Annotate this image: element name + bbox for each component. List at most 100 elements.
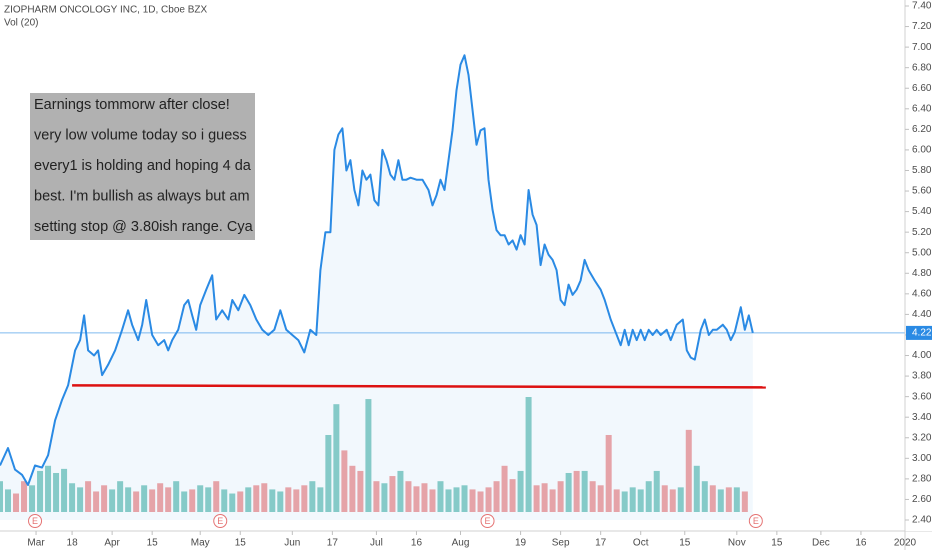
volume-bar: [205, 487, 212, 512]
volume-bar: [573, 470, 580, 512]
x-tick-label: 15: [771, 538, 783, 549]
volume-bar: [237, 491, 244, 512]
volume-bar: [429, 489, 436, 512]
volume-bar: [189, 489, 196, 512]
volume-bar: [0, 481, 3, 512]
volume-bar: [101, 485, 108, 512]
volume-bar: [693, 465, 700, 512]
volume-bar: [157, 483, 164, 512]
volume-bar: [613, 489, 620, 512]
volume-bar: [5, 489, 12, 512]
y-tick-label: 7.20: [912, 21, 932, 32]
x-tick-label: 15: [147, 538, 159, 549]
volume-bar: [357, 470, 364, 512]
price-area: [0, 55, 753, 521]
y-tick-label: 6.80: [912, 62, 932, 73]
volume-bar: [485, 487, 492, 512]
volume-bar: [245, 487, 252, 512]
annotation-line: [72, 384, 766, 389]
volume-bar: [373, 481, 380, 512]
x-tick-label: 17: [595, 538, 607, 549]
earnings-label: E: [485, 516, 491, 526]
x-tick-label: 15: [679, 538, 691, 549]
volume-bar: [117, 481, 124, 512]
volume-bar: [341, 450, 348, 512]
volume-bar: [741, 491, 748, 512]
y-tick-label: 3.20: [912, 432, 932, 443]
volume-bar: [637, 489, 644, 512]
note-line: best. I'm bullish as always but am: [34, 188, 250, 204]
volume-bar: [621, 491, 628, 512]
y-tick-label: 4.00: [912, 350, 932, 361]
volume-bar: [293, 489, 300, 512]
volume-bar: [21, 481, 28, 512]
volume-bar: [685, 429, 692, 512]
x-tick-label: 16: [411, 538, 423, 549]
volume-bar: [669, 489, 676, 512]
volume-bar: [541, 483, 548, 512]
volume-bar: [197, 485, 204, 512]
y-tick-label: 7.00: [912, 42, 932, 53]
earnings-label: E: [32, 516, 38, 526]
y-tick-label: 2.80: [912, 474, 932, 485]
volume-bar: [589, 481, 596, 512]
y-tick-label: 2.60: [912, 494, 932, 505]
volume-bar: [629, 487, 636, 512]
note-line: setting stop @ 3.80ish range. Cya: [34, 219, 254, 235]
volume-bar: [45, 465, 52, 512]
y-tick-label: 4.80: [912, 268, 932, 279]
volume-bar: [517, 470, 524, 512]
volume-bar: [725, 487, 732, 512]
volume-bar: [549, 489, 556, 512]
x-tick-label: 16: [855, 538, 867, 549]
volume-bar: [413, 486, 420, 512]
earnings-label: E: [217, 516, 223, 526]
x-tick-label: 19: [515, 538, 527, 549]
volume-bar: [109, 489, 116, 512]
chart-title: ZIOPHARM ONCOLOGY INC, 1D, Cboe BZX: [4, 5, 208, 16]
x-tick-label: Sep: [552, 538, 570, 549]
volume-bar: [501, 465, 508, 512]
y-tick-label: 3.60: [912, 391, 932, 402]
volume-bar: [509, 479, 516, 512]
volume-bar: [565, 472, 572, 512]
volume-bar: [285, 487, 292, 512]
x-tick-label: 15: [235, 538, 247, 549]
volume-bar: [453, 487, 460, 512]
volume-bar: [709, 485, 716, 512]
volume-bar: [301, 485, 308, 512]
volume-bar: [661, 485, 668, 512]
volume-bar: [677, 487, 684, 512]
volume-bar: [181, 491, 188, 512]
volume-bar: [437, 481, 444, 512]
note-line: very low volume today so i guess: [34, 127, 247, 143]
y-tick-label: 3.40: [912, 412, 932, 423]
volume-bar: [149, 489, 156, 512]
y-tick-label: 6.60: [912, 83, 932, 94]
price-line: [0, 54, 754, 486]
volume-bar: [125, 487, 132, 512]
volume-bar: [597, 485, 604, 512]
volume-bar: [349, 465, 356, 512]
y-tick-label: 5.40: [912, 206, 932, 217]
y-tick-label: 5.80: [912, 165, 932, 176]
y-tick-label: 6.20: [912, 124, 932, 135]
volume-bar: [653, 470, 660, 512]
volume-bar: [165, 487, 172, 512]
volume-bar: [533, 485, 540, 512]
volume-bar: [717, 489, 724, 512]
volume-bar: [365, 399, 372, 512]
volume-bar: [317, 487, 324, 512]
volume-bar: [141, 485, 148, 512]
y-tick-label: 3.00: [912, 453, 932, 464]
volume-bar: [213, 481, 220, 512]
x-tick-label: Dec: [812, 538, 830, 549]
x-tick-label: 18: [67, 538, 79, 549]
x-tick-label: Oct: [633, 538, 649, 549]
volume-bar: [13, 493, 20, 512]
volume-bar: [557, 481, 564, 512]
volume-bar: [733, 487, 740, 512]
chart-subtitle: Vol (20): [4, 18, 38, 29]
y-tick-label: 7.40: [912, 1, 932, 12]
